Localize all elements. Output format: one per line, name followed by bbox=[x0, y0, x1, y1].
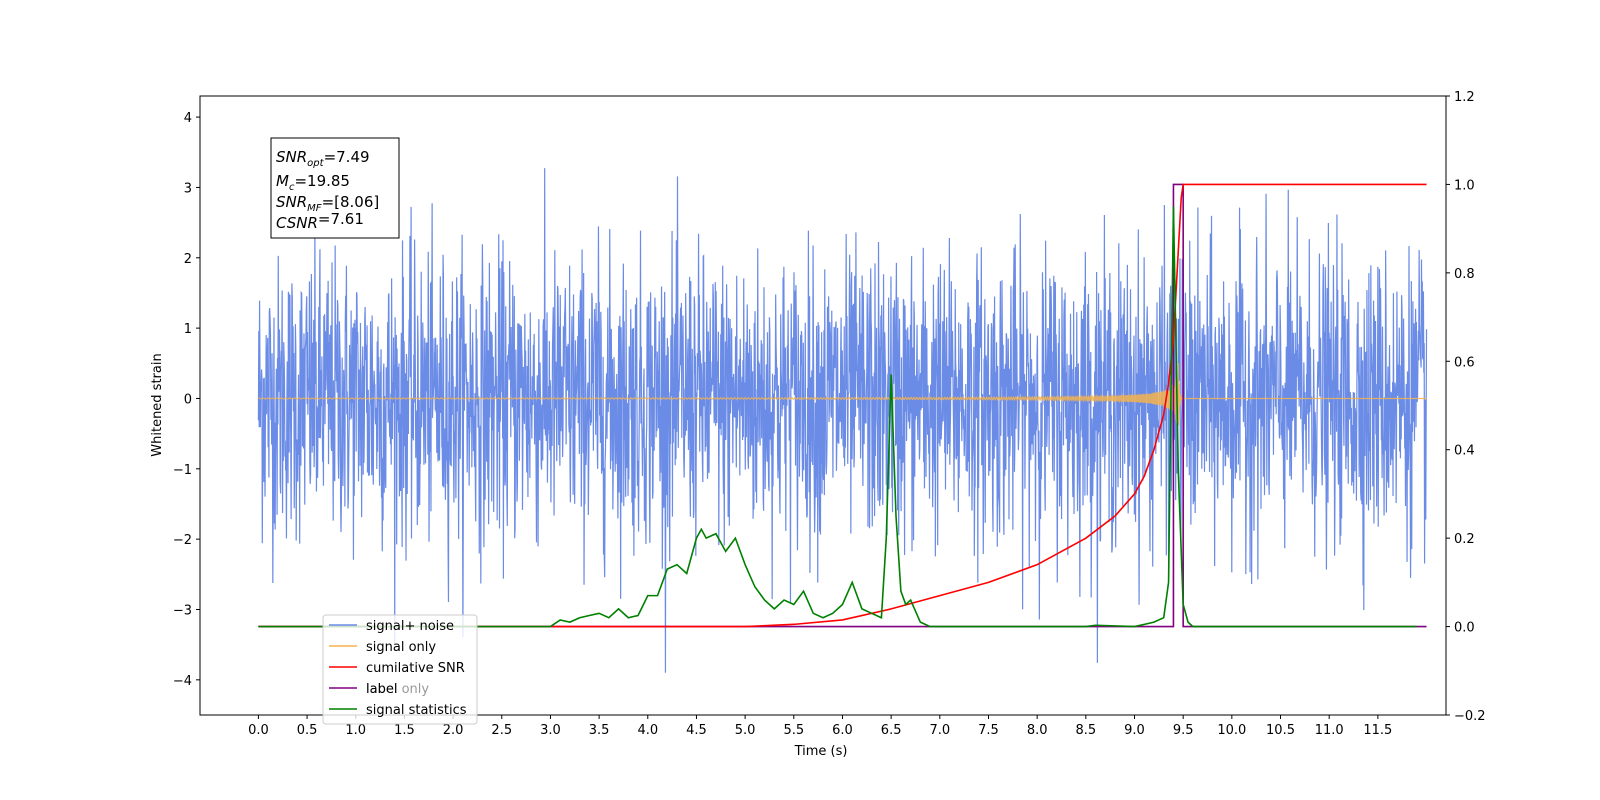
y-tick-label: −4 bbox=[173, 674, 192, 689]
y-tick-label: −3 bbox=[173, 603, 192, 618]
right-y-tick-label: 0.2 bbox=[1454, 532, 1475, 547]
y-tick-label: −2 bbox=[173, 533, 192, 548]
right-y-tick-label: 0.6 bbox=[1454, 355, 1475, 370]
x-tick-label: 3.5 bbox=[589, 723, 610, 738]
annotation-line-chirp-mass: Mc=19.85 bbox=[276, 172, 350, 193]
x-tick-label: 8.5 bbox=[1075, 723, 1096, 738]
x-axis-ticks: 0.0 0.5 1.0 1.5 2.0 2.5 3.0 3.5 4.0 4.5 5.0 5.5 6.0 6… bbox=[248, 715, 1392, 738]
y-tick-label: −1 bbox=[173, 463, 192, 478]
legend-label-signal-statistics: signal statistics bbox=[366, 703, 467, 718]
x-tick-label: 11.0 bbox=[1315, 723, 1344, 738]
signal-only-layer bbox=[258, 363, 1427, 426]
right-y-tick-label: 1.2 bbox=[1454, 90, 1475, 105]
series-signal-only bbox=[258, 363, 1427, 426]
x-tick-label: 8.0 bbox=[1027, 723, 1048, 738]
y-tick-label: 4 bbox=[184, 111, 192, 126]
legend-frame bbox=[322, 614, 478, 725]
annotation-line-csnr: CSNR=7.61 bbox=[276, 210, 364, 232]
x-tick-label: 9.0 bbox=[1124, 723, 1145, 738]
right-axis-series-layer bbox=[258, 183, 1427, 628]
x-tick-label: 2.5 bbox=[491, 723, 512, 738]
x-tick-label: 4.5 bbox=[686, 723, 707, 738]
right-y-tick-label: 1.0 bbox=[1454, 178, 1475, 193]
x-tick-label: 0.5 bbox=[297, 723, 318, 738]
legend-label-signal-noise: signal+ noise bbox=[366, 619, 454, 634]
x-tick-label: 10.5 bbox=[1266, 723, 1295, 738]
right-y-tick-label: 0.0 bbox=[1454, 621, 1475, 636]
annotation-line-snr-opt: SNRopt=7.49 bbox=[276, 148, 370, 169]
y-axis-ticks: −4 −3 −2 −1 0 1 2 3 4 bbox=[173, 111, 200, 689]
x-tick-label: 10.0 bbox=[1217, 723, 1246, 738]
x-tick-label: 7.5 bbox=[978, 723, 999, 738]
x-tick-label: 0.0 bbox=[248, 723, 269, 738]
series-signal-statistics bbox=[258, 206, 1417, 628]
y-tick-label: 2 bbox=[184, 252, 192, 267]
x-tick-label: 2.0 bbox=[443, 723, 464, 738]
x-tick-label: 6.5 bbox=[881, 723, 902, 738]
legend-label-cumulative-snr: cumilative SNR bbox=[366, 661, 465, 676]
y-tick-label: 0 bbox=[184, 392, 192, 407]
x-tick-label: 9.5 bbox=[1173, 723, 1194, 738]
series-cumulative-snr bbox=[258, 183, 1427, 628]
x-tick-label: 1.0 bbox=[345, 723, 366, 738]
y-tick-label: 3 bbox=[184, 181, 192, 196]
x-axis-label: Time (s) bbox=[794, 744, 848, 759]
legend-hidden-label-only: label only bbox=[366, 682, 429, 697]
right-y-tick-label: −0.2 bbox=[1454, 709, 1486, 724]
x-tick-label: 5.5 bbox=[783, 723, 804, 738]
x-tick-label: 7.0 bbox=[929, 723, 950, 738]
x-tick-label: 5.0 bbox=[735, 723, 756, 738]
series-signal-noise bbox=[257, 168, 1428, 673]
x-tick-label: 6.0 bbox=[832, 723, 853, 738]
y-axis-label: Whitened strain bbox=[150, 353, 165, 456]
annotation-line-snr-mf: SNRMF=[8.06] bbox=[276, 193, 379, 214]
legend: signal+ noise signal only cumilative SNR… bbox=[322, 614, 478, 725]
right-y-axis-ticks: −0.2 0.0 0.2 0.4 0.6 0.8 1.0 1.2 bbox=[1446, 90, 1486, 724]
y-tick-label: 1 bbox=[184, 322, 192, 337]
x-tick-label: 1.5 bbox=[394, 723, 415, 738]
x-tick-label: 11.5 bbox=[1363, 723, 1392, 738]
x-tick-label: 3.0 bbox=[540, 723, 561, 738]
legend-label-signal-only: signal only bbox=[366, 640, 436, 655]
snr-annotation-box: SNRopt=7.49 Mc=19.85 SNRMF=[8.06] CSNR=7… bbox=[270, 137, 400, 239]
right-y-tick-label: 0.8 bbox=[1454, 267, 1475, 282]
x-tick-label: 4.0 bbox=[637, 723, 658, 738]
legend-label-label: label bbox=[366, 682, 397, 697]
axes-frame bbox=[199, 95, 1447, 716]
right-y-tick-label: 0.4 bbox=[1454, 444, 1475, 459]
signal-noise-layer bbox=[257, 168, 1428, 673]
